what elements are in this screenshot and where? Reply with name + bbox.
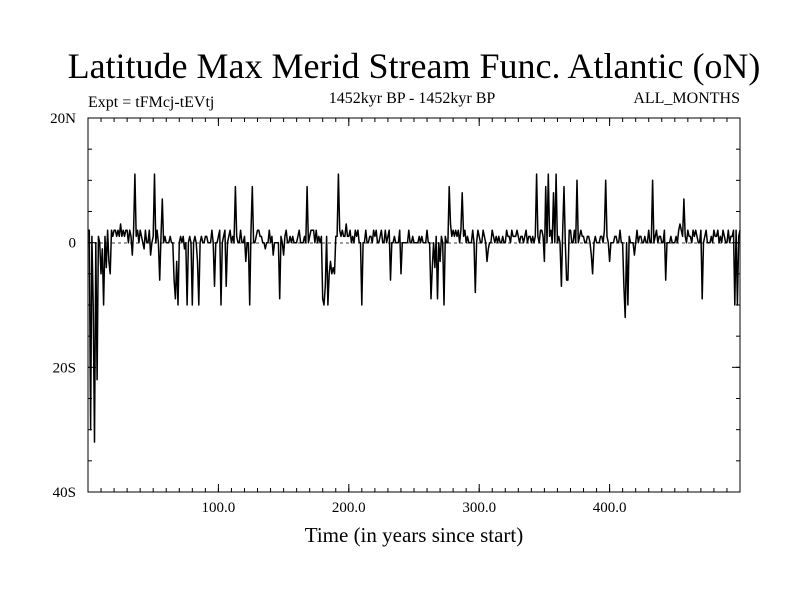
x-axis-label: Time (in years since start) <box>305 523 524 547</box>
chart-title: Latitude Max Merid Stream Func. Atlantic… <box>68 46 761 86</box>
x-tick-label: 300.0 <box>462 500 496 516</box>
x-axis: 100.0 200.0 300.0 400.0 <box>202 118 627 516</box>
months-label: ALL_MONTHS <box>633 90 740 107</box>
time-range-label: 1452kyr BP - 1452kyr BP <box>329 90 496 107</box>
x-tick-label: 200.0 <box>332 500 366 516</box>
plot-frame <box>87 117 741 493</box>
series-line <box>88 173 741 443</box>
experiment-label: Expt = tFMcj-tEVtj <box>88 94 214 111</box>
x-tick-label: 100.0 <box>202 500 236 516</box>
y-tick-label: 20S <box>53 360 76 376</box>
y-minor-ticks <box>88 148 740 462</box>
y-tick-label: 40S <box>53 485 76 501</box>
y-tick-label: 0 <box>69 236 77 252</box>
x-tick-label: 400.0 <box>593 500 627 516</box>
y-axis: 20N 0 20S 40S <box>50 111 740 501</box>
series-group <box>88 173 741 443</box>
y-tick-label: 20N <box>50 111 76 127</box>
x-minor-ticks <box>100 118 728 492</box>
